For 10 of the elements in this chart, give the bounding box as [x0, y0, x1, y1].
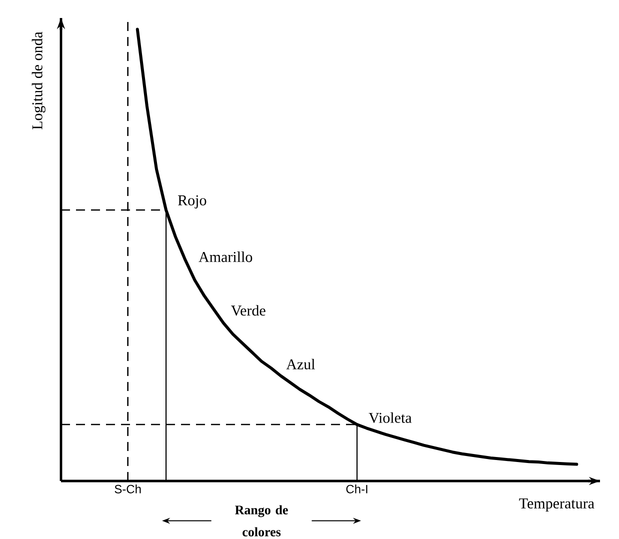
text: Rango de colores — [235, 505, 288, 536]
annotation: Violeta — [368, 412, 412, 423]
x-tick-label: S-Ch — [114, 484, 141, 494]
x-tick-label: Ch-I — [346, 484, 368, 494]
y-axis-title: Logitud de onda — [32, 32, 46, 130]
annotation: Verde — [231, 305, 266, 316]
annotation: Amarillo — [198, 252, 252, 262]
x-axis-title: Temperatura — [519, 498, 594, 512]
annotation: Rojo — [178, 195, 206, 208]
annotation: Azul — [286, 358, 315, 370]
